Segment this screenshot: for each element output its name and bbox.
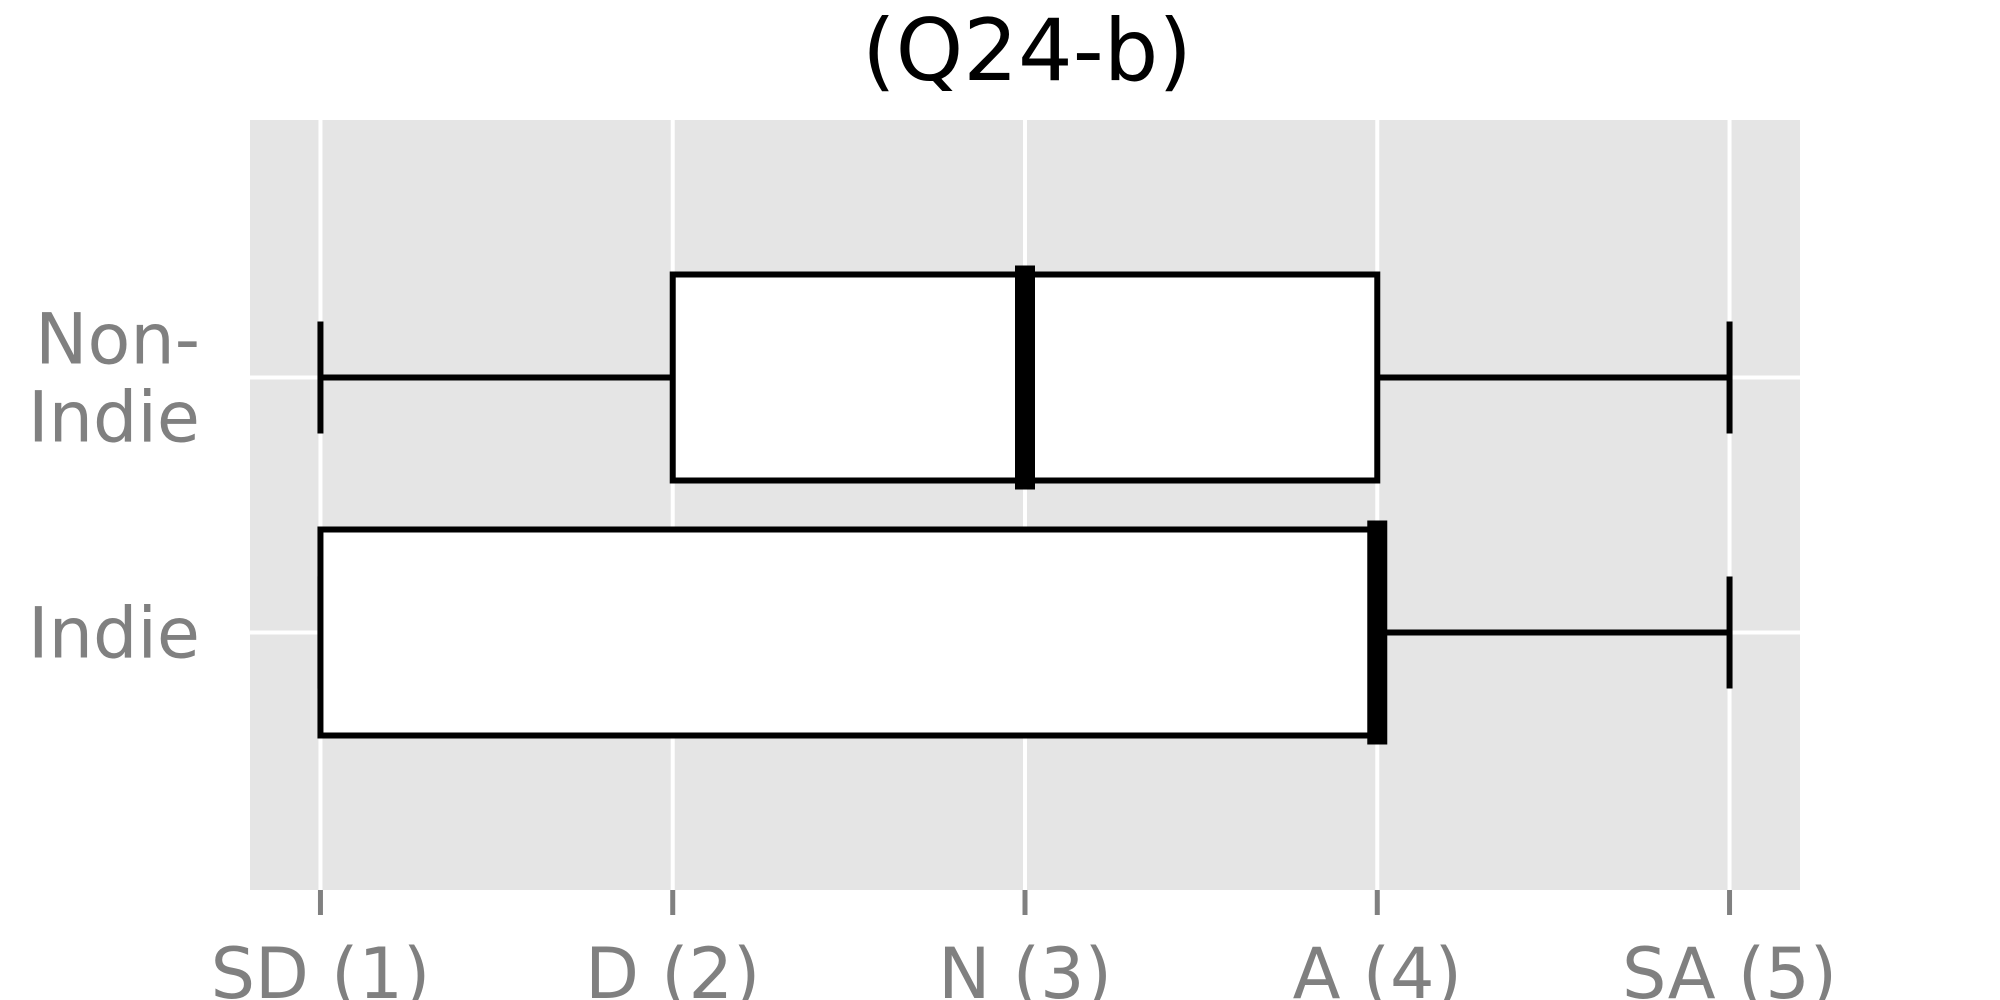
x-axis: SD (1) D (2) N (3) A (4) SA (5)	[211, 890, 1837, 1000]
x-tick-label-5: SA (5)	[1622, 933, 1837, 1000]
y-tick-label-line: Indie	[28, 593, 200, 675]
box-group-2	[317, 520, 1733, 745]
x-tick-label-4: A (4)	[1293, 933, 1462, 1000]
y-tick-label-line: Indie	[28, 377, 200, 459]
x-tick-label-3: N (3)	[938, 933, 1112, 1000]
y-tick-label-1: Non-Indie	[28, 299, 200, 459]
box-group-1	[317, 265, 1733, 490]
box-plots	[317, 265, 1733, 745]
x-tick-label-2: D (2)	[585, 933, 760, 1000]
y-tick-label-2: Indie	[28, 593, 200, 675]
x-tick-label-1: SD (1)	[211, 933, 431, 1000]
y-tick-label-line: Non-	[35, 299, 200, 381]
iqr-box	[317, 526, 1381, 739]
chart-title: (Q24-b)	[862, 1, 1192, 101]
